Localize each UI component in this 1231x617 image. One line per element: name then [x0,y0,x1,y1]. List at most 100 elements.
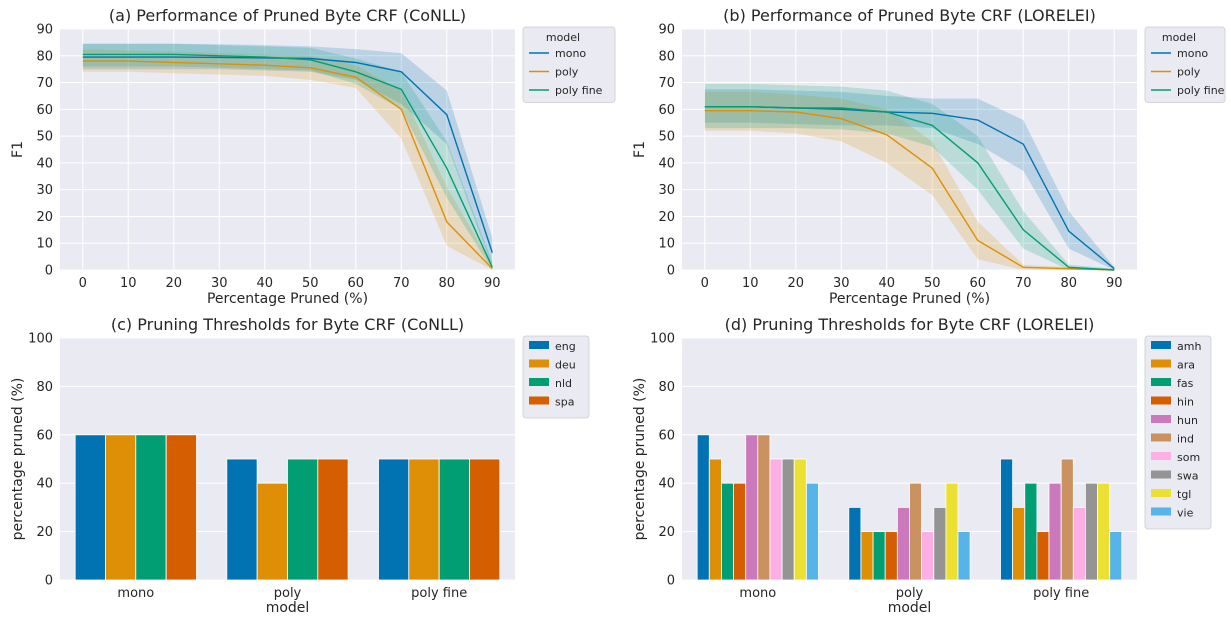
bar-nld-poly-fine [438,458,470,581]
bar-som-mono [769,458,783,581]
bar-som-poly [921,531,935,581]
legend-label: poly fine [555,84,603,97]
y-tick-label: 50 [36,130,53,145]
legend-swatch [529,341,549,349]
bar-hun-poly [897,506,910,581]
legend-swatch [529,378,549,386]
bar-chart-c: 0 20 40 60 80 100 (c) Pruning Thresholds for B… [10,315,590,616]
x-tick-label: 10 [742,276,759,291]
chart-title: (d) Pruning Thresholds for Byte CRF (LOR… [725,315,1095,334]
x-tick-label: 90 [1106,276,1123,291]
y-tick-label: 10 [36,237,53,252]
legend-swatch [529,396,549,405]
legend-label: ind [1177,433,1194,446]
bar-chart-d: 0 20 40 60 80 100 (d) Pruning Thresholds for B… [632,315,1212,616]
y-tick-label: 20 [658,210,675,225]
bar-hin-mono [733,482,747,581]
series-line-poly-fine [704,106,1115,271]
bar-fas-poly [872,531,886,581]
legend-frame [522,26,616,103]
plot-area [60,29,515,270]
series-line-poly [704,110,1115,271]
bar-fas-mono [721,482,734,581]
legend-label: vie [1177,507,1194,520]
x-tick-label: 0 [701,276,709,291]
y-tick-label: 0 [45,264,53,279]
y-tick-label: 60 [658,428,675,443]
legend-label: deu [555,359,576,372]
x-axis-label: Percentage Pruned (%) [207,291,368,307]
x-tick-label: 40 [256,276,273,291]
bar-nld-poly [287,458,319,581]
y-tick-label: 40 [36,156,53,171]
y-tick-label: 40 [658,156,675,171]
legend-title: model [1162,31,1196,44]
confidence-band-poly-fine [82,43,493,271]
legend: amh ara fas hin hun ind som swa tgl vie [1144,335,1212,530]
bar-ind-mono [757,434,771,581]
legend-swatch [1151,470,1171,479]
y-tick-label: 50 [658,130,675,145]
bar-deu-poly-fine [408,458,440,581]
legend-label: amh [1177,340,1201,353]
y-tick-label: 90 [36,23,53,38]
confidence-band-mono [704,89,1115,270]
bar-swa-poly-fine [1085,482,1098,581]
series-line-poly [82,60,493,270]
legend: model mono poly poly fine [522,26,616,103]
y-tick-label: 90 [658,23,675,38]
bar-ara-mono [708,458,722,581]
legend-label: mono [1177,47,1208,60]
bar-swa-poly [933,506,947,581]
legend-label: poly [555,66,579,79]
x-tick-label: 70 [393,276,410,291]
y-tick-label: 20 [36,525,53,540]
bar-fas-poly-fine [1024,482,1038,581]
x-tick-label: 0 [79,276,87,291]
legend-title: model [546,31,580,44]
bar-vie-mono [806,482,819,581]
x-tick-label: 30 [833,276,850,291]
y-axis-label: percentage pruned (%) [10,378,26,541]
x-tick-label: 90 [484,276,501,291]
bar-swa-mono [781,458,795,581]
x-tick-label: 40 [878,276,895,291]
legend-frame [1144,26,1226,103]
x-axis-label: Percentage Pruned (%) [829,291,990,307]
bar-hun-poly-fine [1048,482,1062,581]
chart-title: (b) Performance of Pruned Byte CRF (LORE… [723,6,1096,25]
x-tick-label: 60 [969,276,986,291]
legend-label: eng [555,340,576,353]
confidence-band-poly [704,91,1115,271]
x-tick-label: poly [274,586,302,601]
legend-label: hun [1177,414,1198,427]
chart-title: (a) Performance of Pruned Byte CRF (CoNL… [109,6,466,25]
legend-swatch [1151,489,1171,497]
legend: model mono poly poly fine [1144,26,1226,103]
y-tick-label: 30 [658,183,675,198]
y-tick-label: 80 [658,380,675,395]
plot-area [682,29,1137,270]
legend-swatch [1151,396,1171,405]
y-tick-label: 100 [650,332,675,347]
legend-swatch [1151,415,1171,423]
confidence-band-poly [82,49,493,270]
series-line-poly-fine [82,53,493,268]
x-tick-label: 10 [120,276,137,291]
x-tick-label: 30 [211,276,228,291]
x-tick-label: 20 [787,276,804,291]
bar-tgl-poly [945,482,959,581]
x-tick-label: poly [896,586,924,601]
y-tick-label: 70 [658,76,675,91]
y-axis-label: F1 [10,141,26,158]
bar-deu-poly [256,482,288,581]
bar-hun-mono [745,434,759,581]
y-tick-label: 20 [36,210,53,225]
x-tick-label: 50 [924,276,941,291]
x-tick-label: poly fine [1033,586,1089,601]
legend-label: fas [1177,377,1194,390]
bar-som-poly-fine [1072,506,1086,581]
bar-ara-poly [860,531,874,581]
bar-ind-poly-fine [1060,458,1074,581]
